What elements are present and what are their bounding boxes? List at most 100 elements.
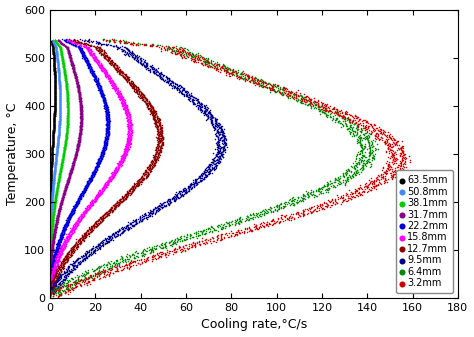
50.8mm — [55, 134, 62, 140]
Point — [171, 240, 179, 245]
22.2mm — [102, 127, 110, 133]
31.7mm — [54, 212, 62, 217]
9.5mm — [95, 243, 102, 248]
3.2mm — [164, 249, 171, 254]
Point — [194, 98, 202, 103]
22.2mm — [70, 205, 78, 210]
3.2mm — [47, 290, 55, 295]
Point — [61, 66, 68, 71]
9.5mm — [175, 87, 182, 92]
38.1mm — [57, 52, 65, 57]
Point — [97, 62, 104, 67]
9.5mm — [188, 98, 195, 104]
9.5mm — [195, 104, 203, 109]
38.1mm — [63, 126, 71, 131]
63.5mm — [46, 210, 54, 215]
31.7mm — [77, 123, 84, 128]
50.8mm — [50, 176, 57, 182]
Point — [155, 208, 162, 213]
Point — [83, 58, 91, 63]
15.8mm — [48, 265, 56, 270]
Point — [54, 246, 61, 251]
Point — [398, 161, 405, 167]
9.5mm — [105, 235, 113, 240]
22.2mm — [85, 65, 93, 71]
Point — [52, 280, 59, 285]
63.5mm — [49, 132, 57, 138]
Point — [63, 134, 70, 140]
Point — [84, 58, 91, 64]
31.7mm — [49, 235, 57, 241]
63.5mm — [48, 158, 55, 164]
63.5mm — [51, 99, 59, 104]
6.4mm — [354, 159, 362, 164]
Point — [352, 192, 359, 197]
6.4mm — [300, 191, 307, 196]
Point — [125, 226, 133, 231]
38.1mm — [46, 251, 54, 257]
9.5mm — [186, 95, 193, 101]
50.8mm — [47, 222, 55, 228]
Point — [106, 269, 113, 275]
Point — [159, 134, 166, 140]
15.8mm — [115, 97, 123, 102]
3.2mm — [160, 44, 168, 50]
38.1mm — [51, 38, 59, 43]
12.7mm — [62, 257, 69, 262]
Point — [99, 189, 107, 194]
Point — [364, 135, 371, 141]
Point — [48, 232, 55, 237]
Point — [49, 267, 57, 272]
Point — [166, 200, 173, 206]
38.1mm — [46, 271, 54, 276]
3.2mm — [175, 244, 183, 249]
Point — [47, 263, 55, 269]
Point — [61, 189, 69, 194]
50.8mm — [56, 106, 64, 111]
63.5mm — [51, 86, 59, 91]
Point — [101, 68, 109, 73]
6.4mm — [352, 160, 360, 165]
31.7mm — [53, 216, 61, 222]
31.7mm — [77, 117, 84, 122]
22.2mm — [89, 172, 97, 177]
38.1mm — [57, 163, 65, 168]
50.8mm — [48, 192, 56, 198]
Point — [245, 72, 252, 78]
Point — [54, 280, 61, 285]
Point — [73, 77, 81, 83]
Point — [60, 275, 68, 280]
63.5mm — [46, 193, 54, 199]
Point — [47, 232, 55, 237]
38.1mm — [58, 162, 65, 168]
63.5mm — [47, 164, 55, 170]
3.2mm — [192, 59, 200, 64]
31.7mm — [62, 44, 70, 49]
63.5mm — [51, 85, 59, 90]
50.8mm — [46, 242, 54, 247]
63.5mm — [46, 231, 54, 237]
9.5mm — [54, 278, 61, 283]
15.8mm — [125, 122, 133, 127]
50.8mm — [54, 64, 62, 69]
6.4mm — [357, 158, 365, 163]
Point — [188, 185, 196, 191]
9.5mm — [179, 91, 186, 97]
12.7mm — [85, 226, 92, 232]
Point — [74, 144, 82, 150]
Point — [152, 69, 160, 74]
Point — [53, 153, 60, 158]
63.5mm — [51, 80, 59, 85]
Point — [77, 94, 84, 100]
38.1mm — [56, 168, 64, 174]
Point — [228, 234, 235, 239]
6.4mm — [296, 99, 303, 104]
Point — [103, 184, 111, 189]
50.8mm — [56, 84, 64, 89]
Point — [273, 219, 280, 224]
22.2mm — [55, 237, 62, 243]
12.7mm — [149, 116, 157, 122]
50.8mm — [56, 114, 64, 119]
Point — [58, 201, 65, 206]
Point — [56, 99, 64, 104]
